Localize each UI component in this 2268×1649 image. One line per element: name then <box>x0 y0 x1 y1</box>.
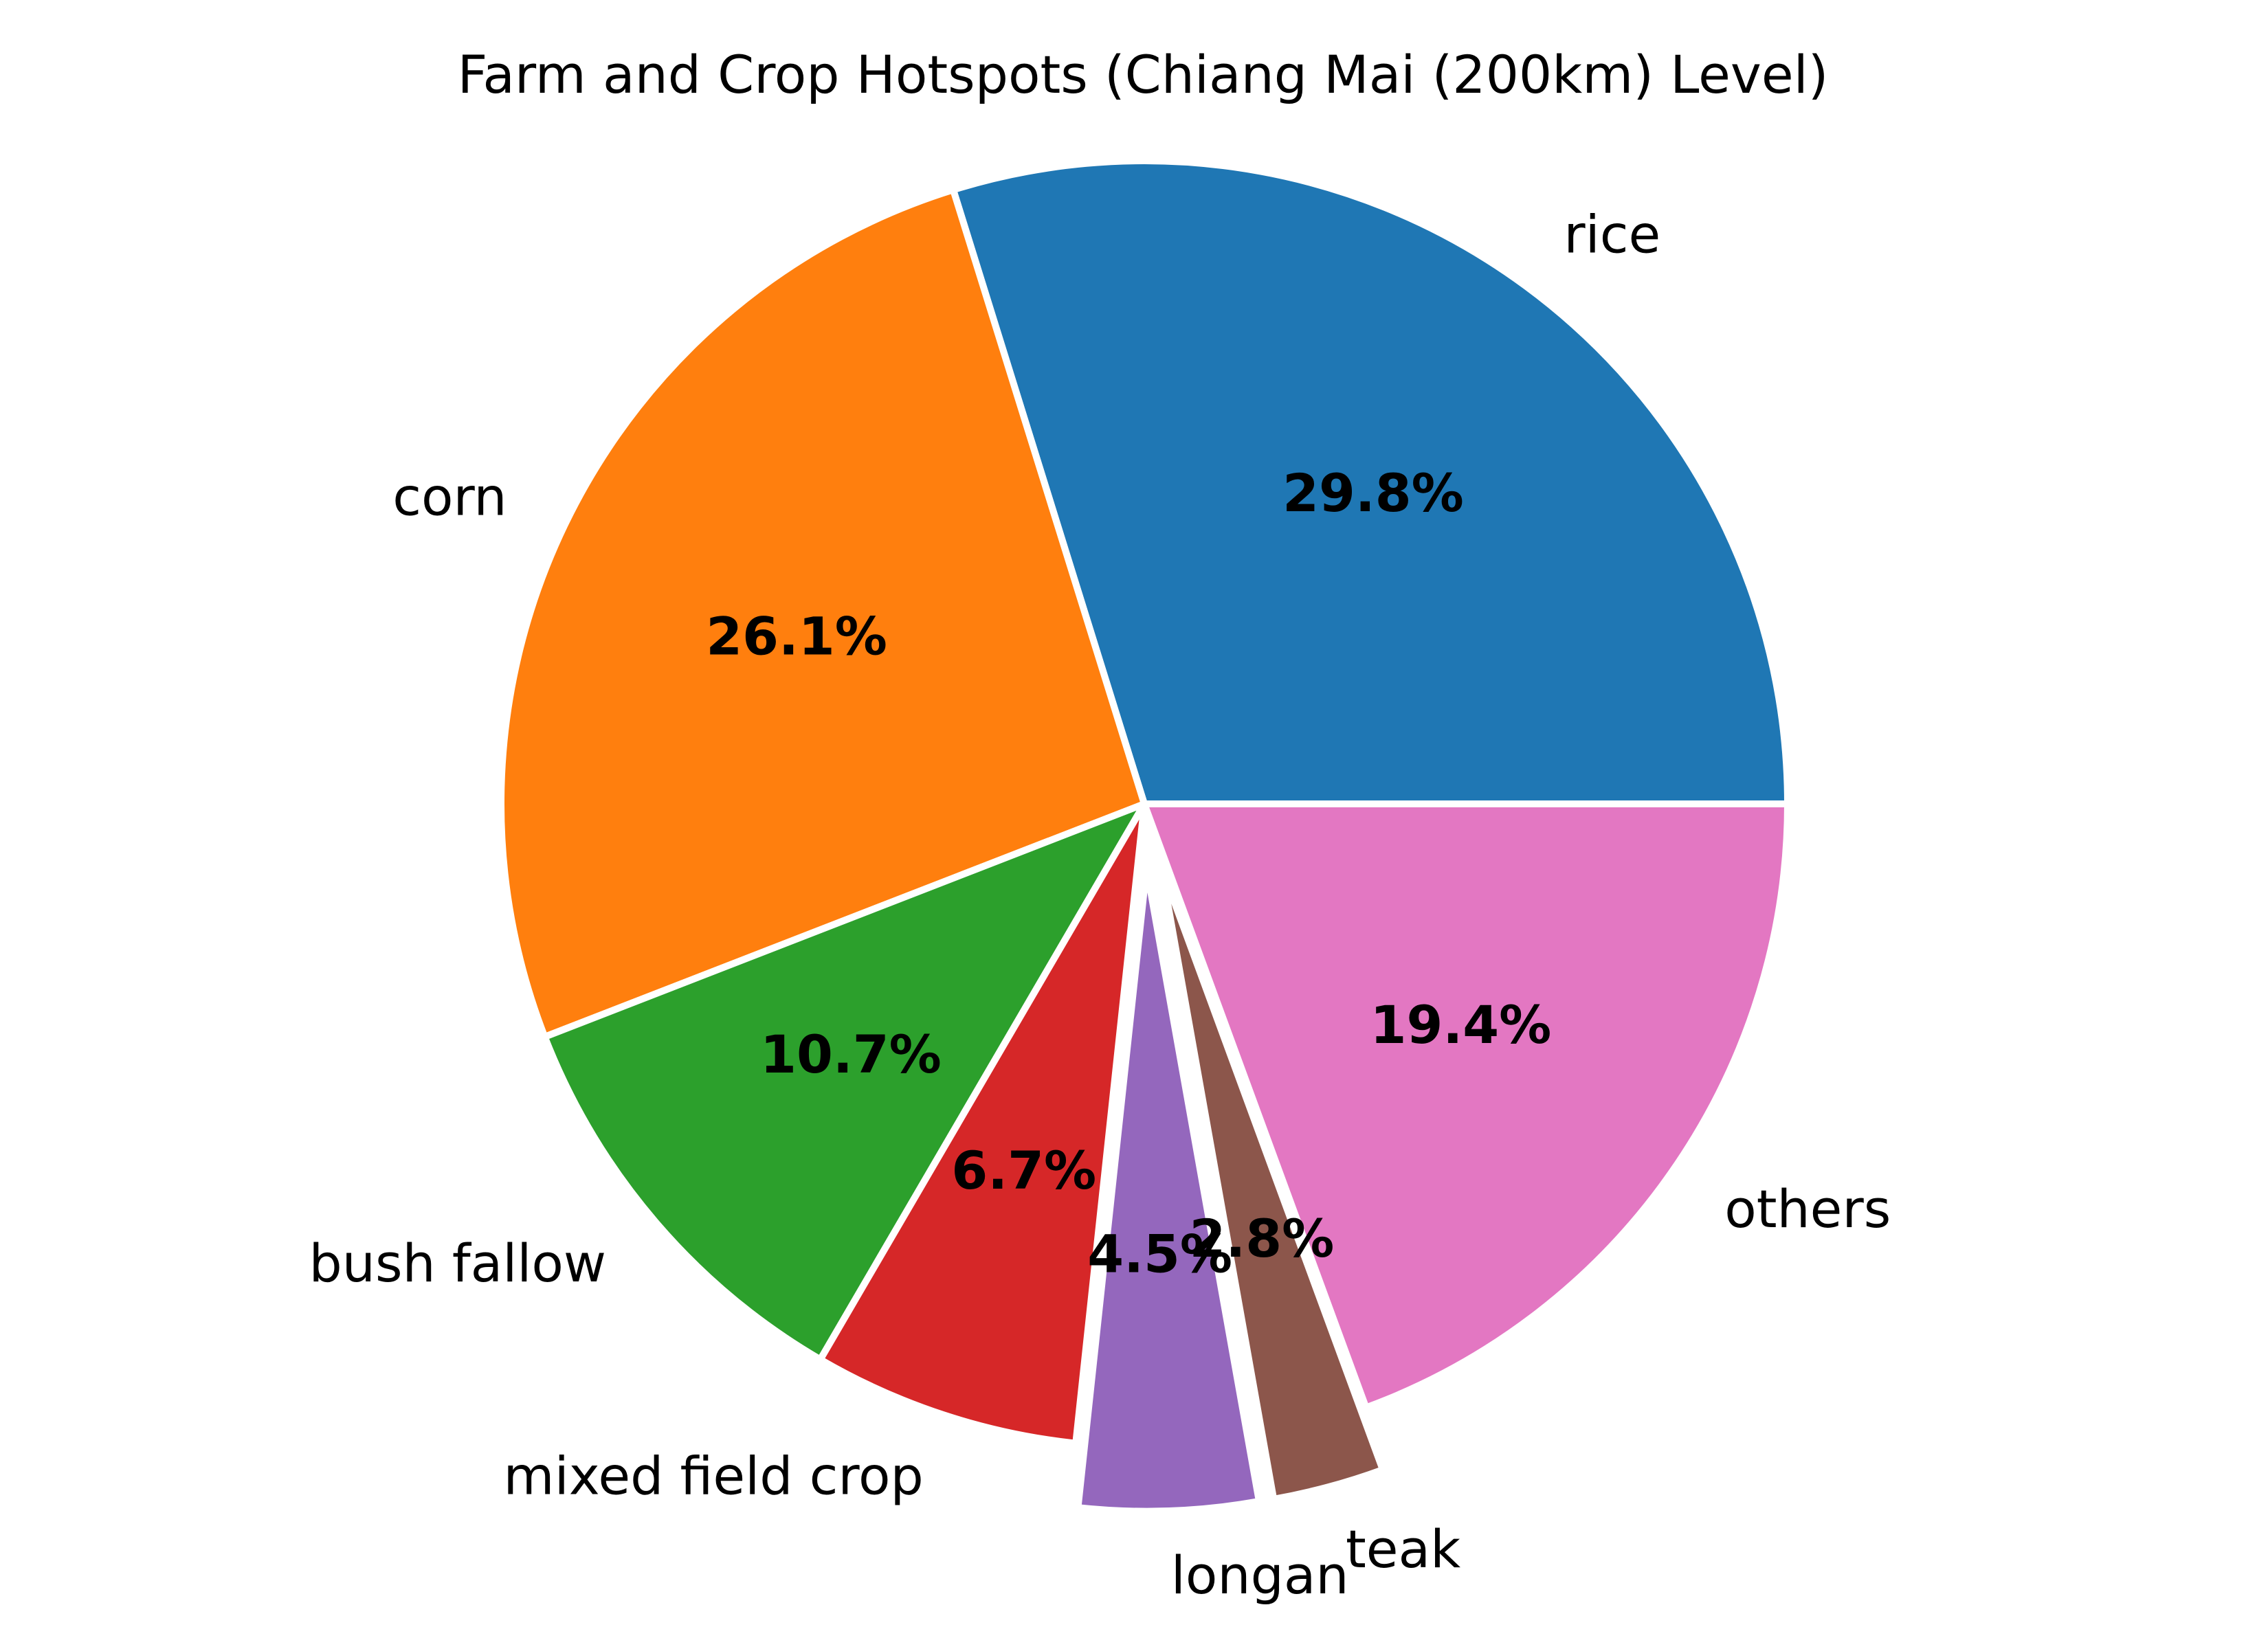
pie-slices <box>498 157 1791 1515</box>
slice-pct-rice: 29.8% <box>1282 462 1464 524</box>
pie-slice-teak <box>1157 862 1386 1503</box>
pie-slice-corn <box>498 186 1148 1041</box>
pie-slice-bush-fallow <box>541 800 1148 1363</box>
chart-title: Farm and Crop Hotspots (Chiang Mai (200k… <box>458 44 1829 105</box>
pie-slice-others <box>1141 800 1791 1411</box>
slice-label-teak: teak <box>1346 1518 1460 1580</box>
slice-pct-teak: 2.8% <box>1190 1208 1335 1269</box>
slice-pct-corn: 26.1% <box>706 606 887 667</box>
slice-label-mixed-field-crop: mixed field crop <box>504 1446 924 1507</box>
slice-label-others: others <box>1724 1178 1891 1239</box>
slice-label-longan: longan <box>1171 1545 1349 1606</box>
slice-label-corn: corn <box>392 466 507 527</box>
pie-slice-mixed-field-crop <box>816 800 1148 1447</box>
pie-labels: rice 29.8% corn 26.1% bush fallow 10.7% mixed … <box>309 203 1891 1606</box>
slice-pct-mixed-field-crop: 6.7% <box>951 1140 1096 1201</box>
slice-pct-others: 19.4% <box>1370 994 1552 1055</box>
pie-slice-longan <box>1074 864 1263 1515</box>
slice-pct-longan: 4.5% <box>1087 1223 1232 1284</box>
slice-pct-bush-fallow: 10.7% <box>760 1024 942 1085</box>
pie-slice-rice <box>949 157 1791 807</box>
slice-label-rice: rice <box>1564 203 1660 265</box>
slice-label-bush-fallow: bush fallow <box>309 1233 607 1294</box>
